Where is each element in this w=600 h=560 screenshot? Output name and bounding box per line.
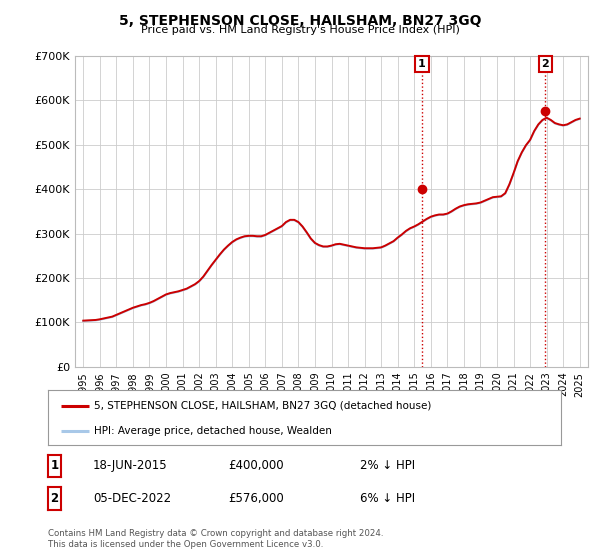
Text: £576,000: £576,000 (228, 492, 284, 505)
Text: 2: 2 (541, 59, 549, 69)
Text: 05-DEC-2022: 05-DEC-2022 (93, 492, 171, 505)
Text: HPI: Average price, detached house, Wealden: HPI: Average price, detached house, Weal… (94, 427, 332, 436)
Text: £400,000: £400,000 (228, 459, 284, 473)
Text: 1: 1 (418, 59, 426, 69)
Text: 2% ↓ HPI: 2% ↓ HPI (360, 459, 415, 473)
Text: 2: 2 (50, 492, 59, 505)
Text: Contains HM Land Registry data © Crown copyright and database right 2024.: Contains HM Land Registry data © Crown c… (48, 529, 383, 538)
Text: 5, STEPHENSON CLOSE, HAILSHAM, BN27 3GQ: 5, STEPHENSON CLOSE, HAILSHAM, BN27 3GQ (119, 14, 481, 28)
Text: 1: 1 (50, 459, 59, 473)
Text: Price paid vs. HM Land Registry's House Price Index (HPI): Price paid vs. HM Land Registry's House … (140, 25, 460, 35)
Text: 18-JUN-2015: 18-JUN-2015 (93, 459, 167, 473)
Text: 6% ↓ HPI: 6% ↓ HPI (360, 492, 415, 505)
Text: This data is licensed under the Open Government Licence v3.0.: This data is licensed under the Open Gov… (48, 540, 323, 549)
Text: 5, STEPHENSON CLOSE, HAILSHAM, BN27 3GQ (detached house): 5, STEPHENSON CLOSE, HAILSHAM, BN27 3GQ … (94, 401, 431, 410)
